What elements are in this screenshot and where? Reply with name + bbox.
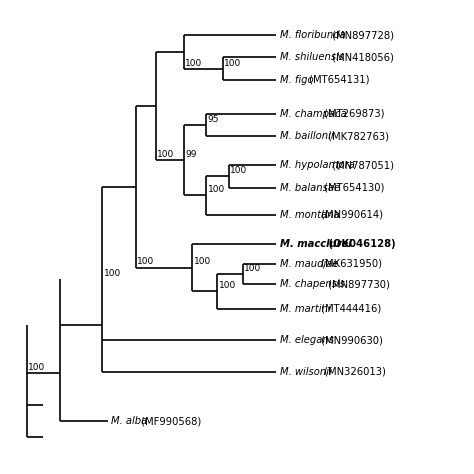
Text: M. macclurei: M. macclurei [280,239,351,249]
Text: (OK046128): (OK046128) [325,239,396,249]
Text: M. alba: M. alba [111,416,147,426]
Text: 100: 100 [208,185,225,194]
Text: (MN326013): (MN326013) [321,366,386,377]
Text: (MN897728): (MN897728) [329,30,394,40]
Text: 100: 100 [219,281,236,290]
Text: (MN787051): (MN787051) [329,160,394,170]
Text: M. champaca: M. champaca [280,109,346,118]
Text: M. montana: M. montana [280,210,339,219]
Text: (MK782763): (MK782763) [325,131,389,141]
Text: 100: 100 [28,363,46,372]
Text: (MK631950): (MK631950) [318,259,382,269]
Text: 100: 100 [244,264,261,273]
Text: 100: 100 [157,150,174,159]
Text: 100: 100 [104,269,121,278]
Text: M. maudiae: M. maudiae [280,259,338,269]
Text: M. shiluensis: M. shiluensis [280,53,344,63]
Text: 100: 100 [230,166,247,175]
Text: M. floribunda: M. floribunda [280,30,346,40]
Text: 100: 100 [185,59,202,68]
Text: M. wilsonii: M. wilsonii [280,366,331,377]
Text: (MT269873): (MT269873) [321,109,385,118]
Text: M. balansae: M. balansae [280,182,340,192]
Text: (MN990630): (MN990630) [318,335,383,345]
Text: (MT654131): (MT654131) [306,75,370,85]
Text: M. hypolampra: M. hypolampra [280,160,355,170]
Text: 100: 100 [137,257,155,266]
Text: M. martini: M. martini [280,304,330,314]
Text: (MT654130): (MT654130) [321,182,385,192]
Text: 95: 95 [208,115,219,124]
Text: 99: 99 [185,150,197,159]
Text: (MN897730): (MN897730) [325,279,390,289]
Text: M. baillonii: M. baillonii [280,131,333,141]
Text: M. elegans: M. elegans [280,335,334,345]
Text: M. figo: M. figo [280,75,313,85]
Text: (MF990568): (MF990568) [138,416,201,426]
Text: (MN418056): (MN418056) [329,53,394,63]
Text: M. chapensis: M. chapensis [280,279,345,289]
Text: 100: 100 [193,257,211,266]
Text: (MN990614): (MN990614) [318,210,383,219]
Text: 100: 100 [224,59,242,68]
Text: (MT444416): (MT444416) [318,304,381,314]
